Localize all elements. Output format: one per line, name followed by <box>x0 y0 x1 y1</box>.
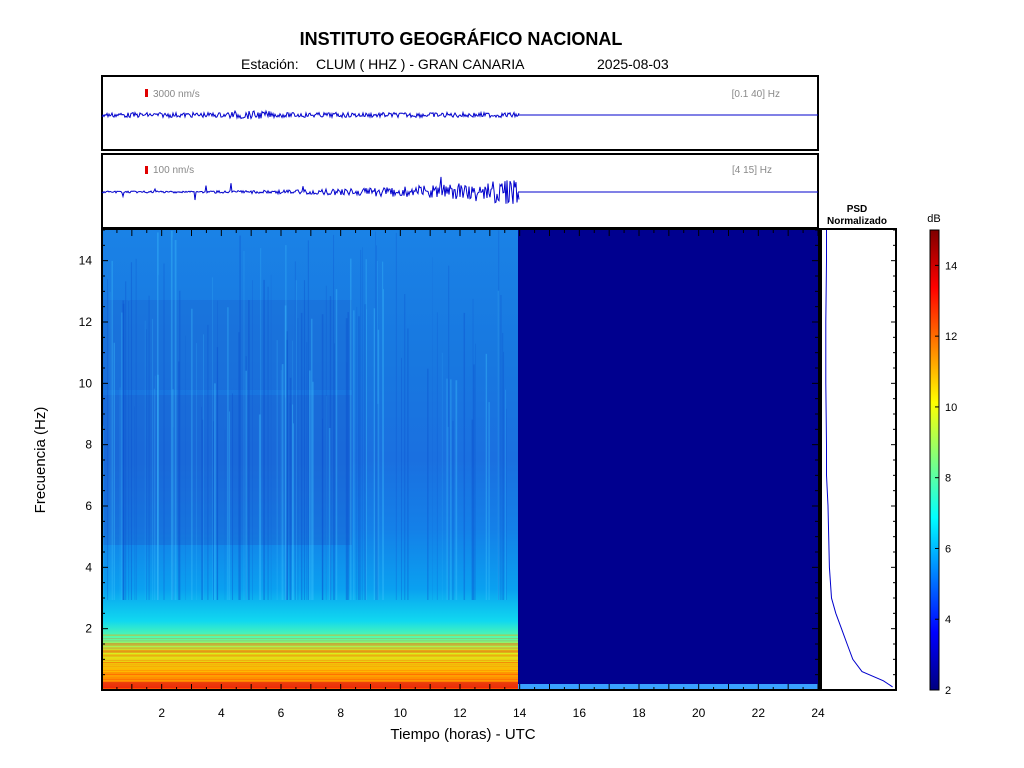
trace-scale-label: 100 nm/s <box>153 165 194 176</box>
trace-band-label: [4 15] Hz <box>732 165 772 176</box>
psd-panel: PSD Normalizado <box>820 204 897 691</box>
x-tick-label: 18 <box>632 706 646 720</box>
colorbar-tick-label: 8 <box>945 473 951 485</box>
y-tick-label: 14 <box>79 254 93 268</box>
psd-title: PSD <box>847 204 868 215</box>
trace-scale-label: 3000 nm/s <box>153 89 200 100</box>
x-tick-label: 2 <box>158 706 165 720</box>
colorbar: dB 2 4 6 8 10 12 14 <box>927 213 957 697</box>
colorbar-unit: dB <box>927 213 940 225</box>
x-tick-label: 8 <box>337 706 344 720</box>
x-tick-label: 6 <box>278 706 285 720</box>
scale-bar-marker <box>145 89 148 97</box>
y-tick-label: 2 <box>85 622 92 636</box>
x-tick-label: 4 <box>218 706 225 720</box>
station-name: CLUM ( HHZ ) - GRAN CANARIA <box>316 56 525 72</box>
x-tick-label: 16 <box>573 706 587 720</box>
x-tick-label: 22 <box>752 706 766 720</box>
psd-subtitle: Normalizado <box>827 216 887 227</box>
x-tick-label: 24 <box>811 706 825 720</box>
institute-title: INSTITUTO GEOGRÁFICO NACIONAL <box>300 28 623 49</box>
trace-panel-filtered: 100 nm/s [4 15] Hz <box>101 153 819 229</box>
no-data-region <box>518 230 818 690</box>
x-tick-label: 12 <box>453 706 467 720</box>
x-tick-label: 20 <box>692 706 706 720</box>
psd-curve <box>825 230 893 688</box>
y-tick-label: 6 <box>85 499 92 513</box>
y-axis-label: Frecuencia (Hz) <box>32 407 49 514</box>
scale-bar-marker <box>145 166 148 174</box>
colorbar-tick-label: 14 <box>945 260 957 272</box>
colorbar-tick-label: 4 <box>945 614 951 626</box>
x-tick-label: 14 <box>513 706 527 720</box>
y-tick-label: 8 <box>85 438 92 452</box>
x-tick-label: 10 <box>394 706 408 720</box>
y-tick-label: 12 <box>79 315 93 329</box>
colorbar-tick-label: 12 <box>945 331 957 343</box>
colorbar-tick-label: 6 <box>945 543 951 555</box>
colorbar-tick-label: 10 <box>945 402 957 414</box>
colorbar-tick-label: 2 <box>945 685 951 697</box>
station-prefix: Estación: <box>241 56 299 72</box>
trace-band-label: [0.1 40] Hz <box>732 89 780 100</box>
y-tick-label: 4 <box>85 560 92 574</box>
date-label: 2025-08-03 <box>597 56 669 72</box>
y-tick-label: 10 <box>79 376 93 390</box>
trace-panel-broadband: 3000 nm/s [0.1 40] Hz <box>101 75 819 151</box>
x-axis-label: Tiempo (horas) - UTC <box>390 726 535 743</box>
